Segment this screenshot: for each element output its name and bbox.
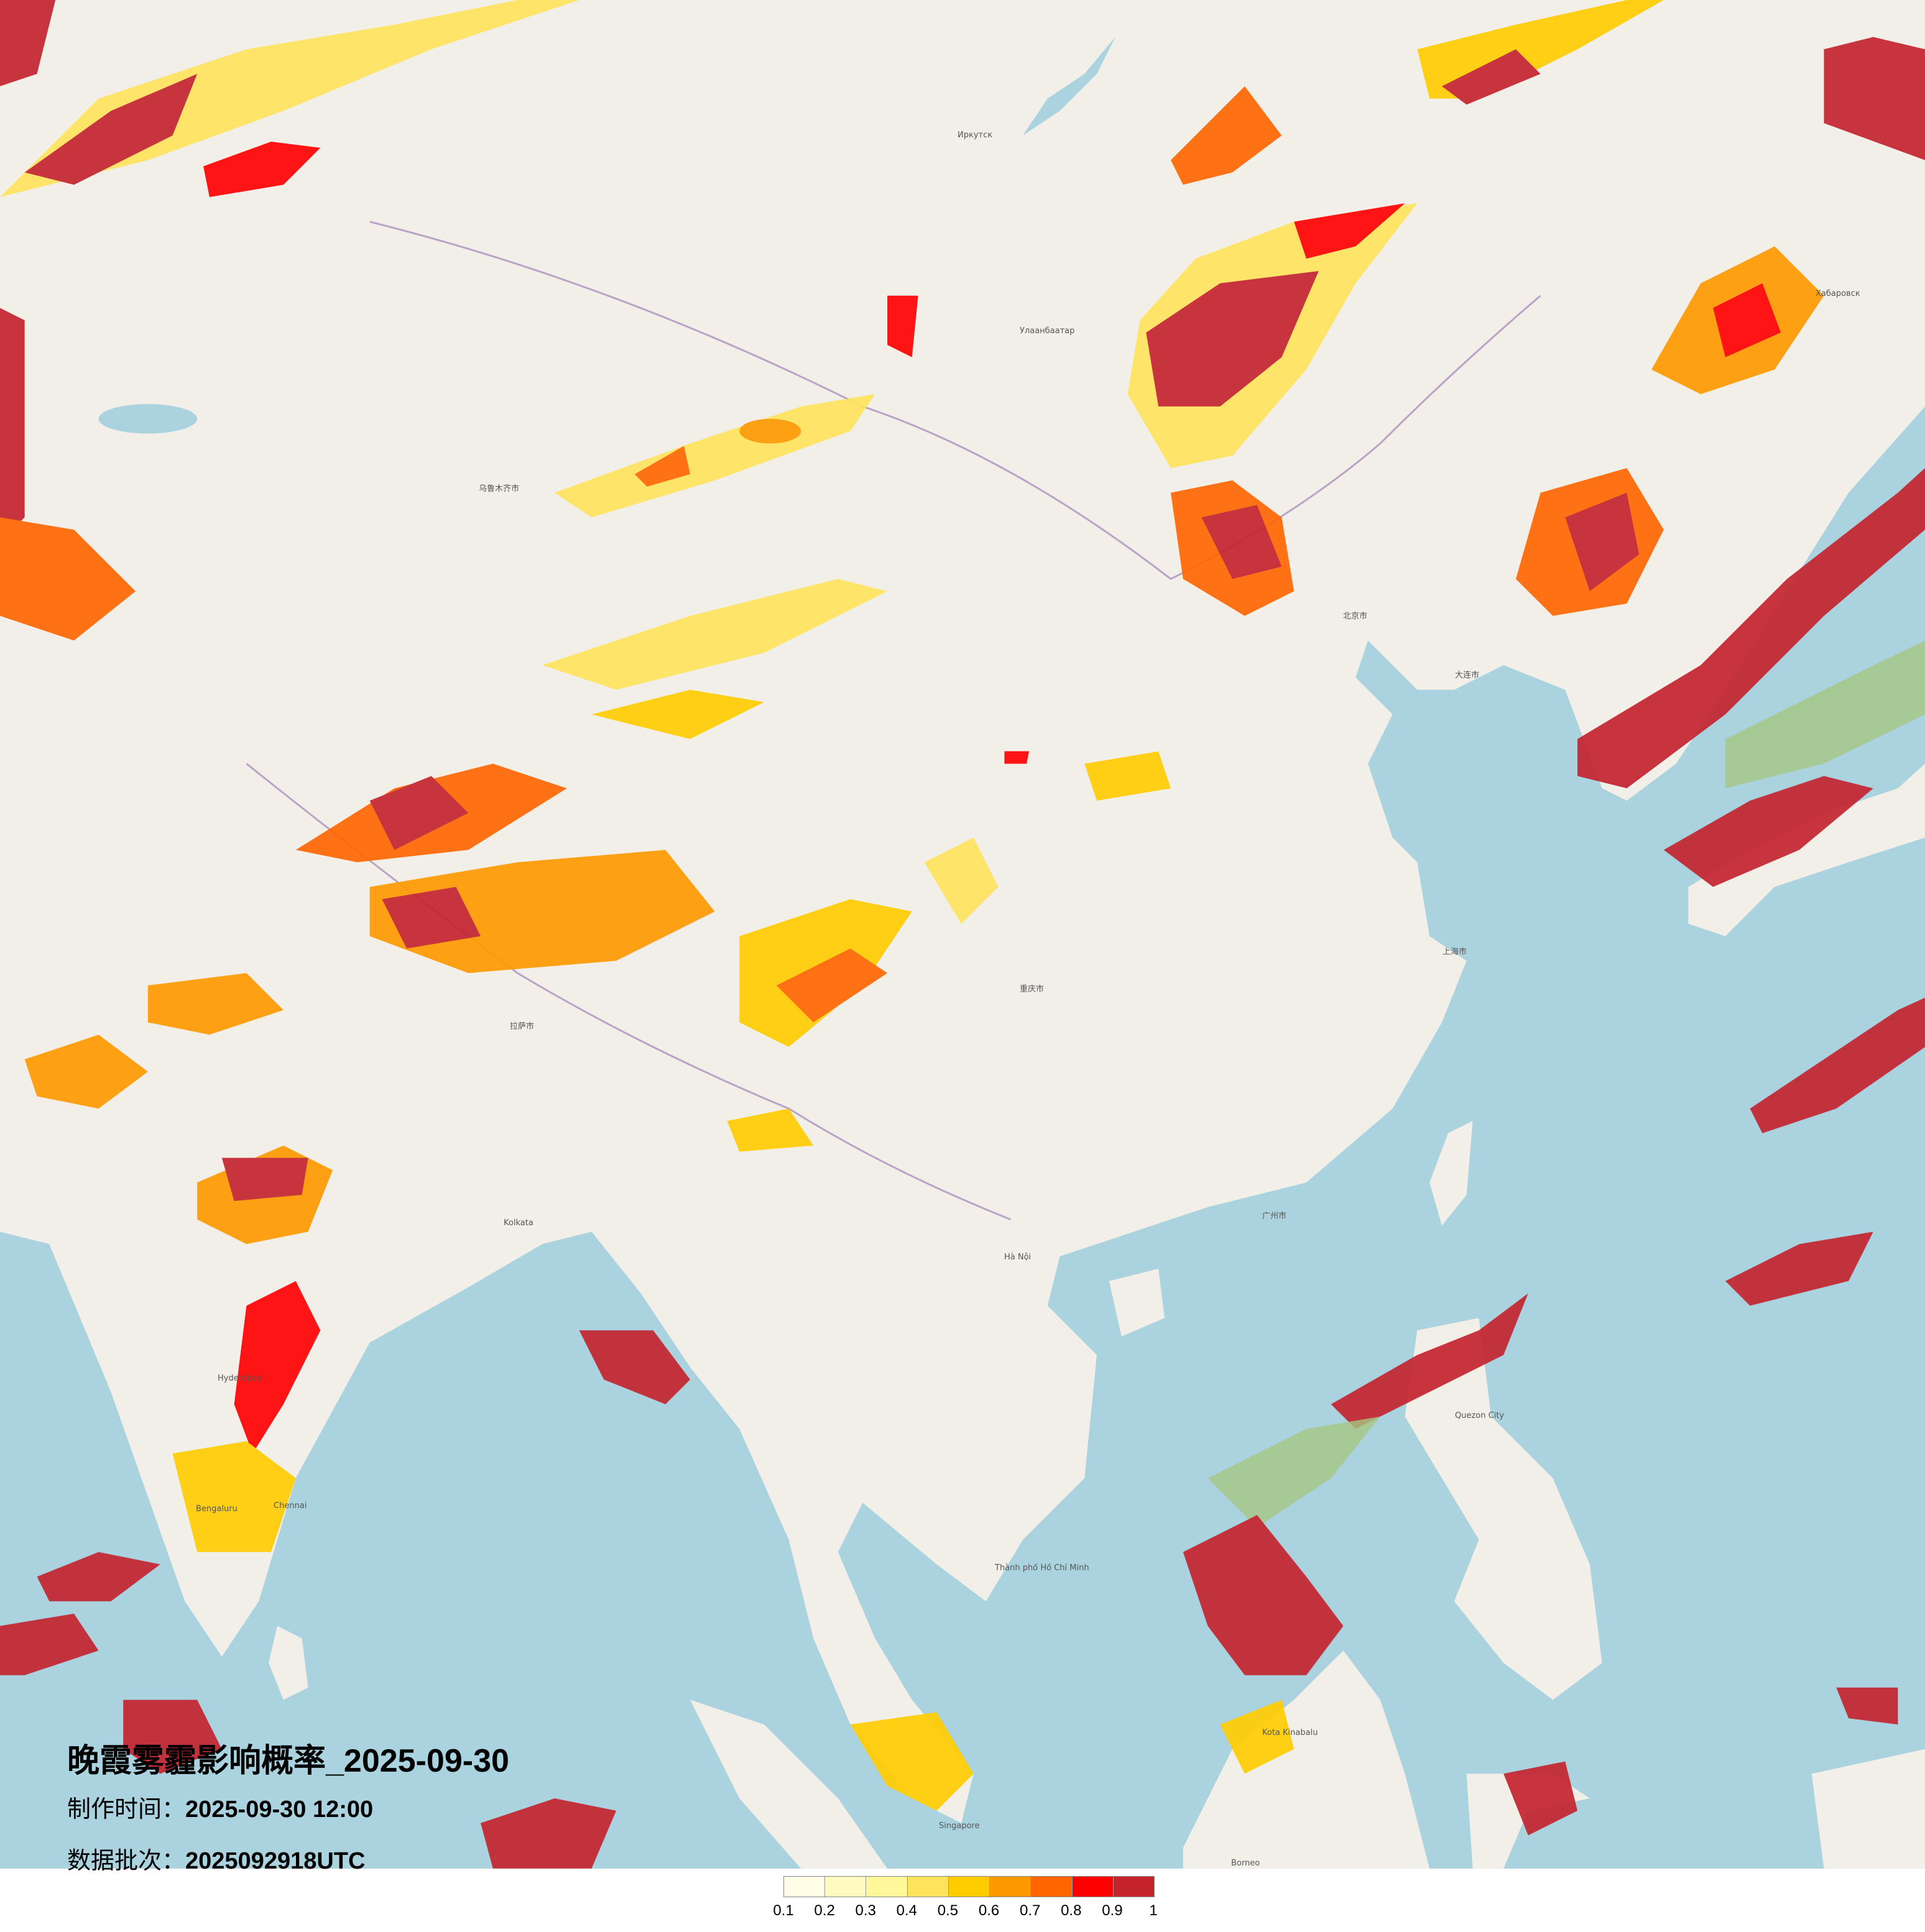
legend-tick-label: 1 [1149,1902,1158,1919]
sri-lanka [269,1626,308,1700]
city-label: Kolkata [504,1218,533,1228]
legend-tick-label: 0.2 [814,1902,835,1919]
japan-island [1688,763,1925,936]
production-time-label: 制作时间： [67,1796,186,1823]
sumatra [690,1700,888,1869]
city-label: Chennai [274,1501,307,1511]
city-label: Thành phố Hồ Chí Minh [995,1563,1089,1573]
legend-swatch [907,1877,949,1897]
production-time: 制作时间：2025-09-30 12:00 [67,1790,509,1824]
legend-tick-label: 0.8 [1061,1902,1082,1919]
city-label: Borneo [1231,1859,1260,1868]
data-batch: 数据批次：2025092918UTC [67,1841,509,1875]
city-label: 广州市 [1262,1212,1287,1221]
city-label: 大连市 [1455,671,1480,680]
map-canvas[interactable] [0,0,1925,1869]
legend-tick-label: 0.5 [937,1902,959,1919]
legend-tick-label: 0.3 [855,1902,876,1919]
probability-overlay [0,0,1925,1869]
legend-swatch [948,1877,990,1897]
map-title: 晚霞雾霾影响概率_2025-09-30 [67,1743,509,1779]
legend-swatch [866,1877,908,1897]
legend-swatch [825,1877,867,1897]
data-batch-value: 2025092918UTC [185,1848,366,1874]
lake-baikal [1023,37,1115,136]
legend-tick-label: 0.9 [1102,1902,1123,1919]
taiwan-island [1429,1121,1473,1226]
data-batch-label: 数据批次： [67,1848,186,1874]
title-block: 晚霞雾霾影响概率_2025-09-30 制作时间：2025-09-30 12:0… [67,1734,509,1875]
city-label: Хабаровск [1816,289,1860,298]
production-time-value: 2025-09-30 12:00 [185,1796,374,1823]
city-label: Hà Nội [1004,1253,1032,1262]
sea [0,406,1925,1869]
legend-swatch [1031,1877,1073,1897]
borneo [1183,1650,1430,1869]
city-label: Bengaluru [196,1504,238,1514]
legend-tick-label: 0.7 [1019,1902,1041,1919]
legend-swatch [990,1877,1032,1897]
legend-swatch [1113,1877,1154,1897]
city-label: 上海市 [1443,947,1467,957]
city-label: Kota Kinabalu [1262,1728,1318,1737]
hainan-island [1109,1268,1165,1336]
philippines [1405,1318,1602,1700]
city-label: Quezon City [1455,1411,1505,1420]
legend-tick-label: 0.6 [978,1902,1000,1919]
legend-swatch [784,1877,826,1897]
city-label: Hyderabad [218,1374,262,1383]
color-legend: 0.1 0.2 0.3 0.4 0.5 0.6 0.7 0.8 0.9 1 [773,1876,1181,1922]
border-line [369,221,1541,581]
city-label: 拉萨市 [510,1022,535,1031]
legend-color-bar [783,1876,1155,1897]
city-label: 乌鲁木齐市 [479,484,520,494]
city-label: Иркутск [958,131,993,140]
new-guinea-edge [1811,1749,1925,1869]
city-label: 重庆市 [1020,985,1045,994]
legend-ticks: 0.1 0.2 0.3 0.4 0.5 0.6 0.7 0.8 0.9 1 [773,1897,1181,1922]
city-label: 北京市 [1343,612,1368,621]
lake-balkhash [98,403,198,434]
legend-tick-label: 0.1 [773,1902,794,1919]
city-label: Singapore [939,1821,980,1831]
city-label: Улаанбаатар [1020,326,1075,336]
legend-swatch [1072,1877,1114,1897]
legend-tick-label: 0.4 [896,1902,918,1919]
